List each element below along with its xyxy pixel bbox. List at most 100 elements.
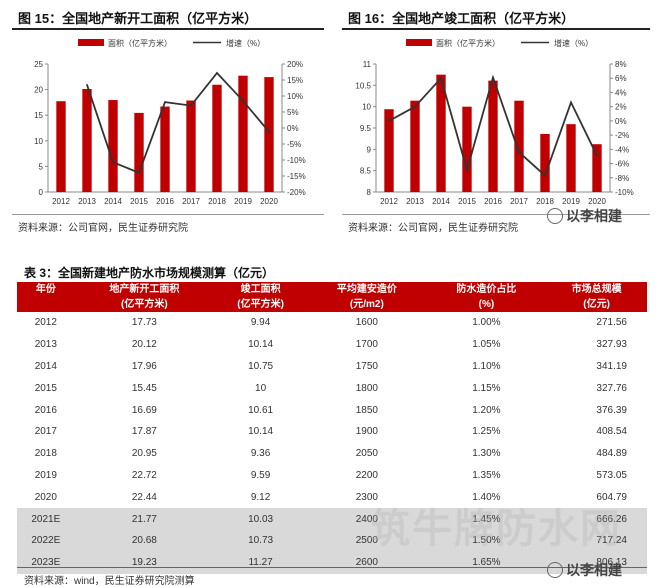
growth-point-2018 [544,174,546,177]
table-row: 2023E 19.23 11.27 2600 1.65% 806.13 [17,551,647,574]
cell-market-size: 666.26 [546,508,647,530]
y-left-tick-label: 10.5 [355,81,371,90]
growth-point-2014 [112,161,114,164]
header-new-starts-unit: (亿平方米) [74,297,215,312]
bar-2018 [212,84,222,192]
cell-market-size: 327.93 [596,339,627,351]
x-tick-label: 2020 [588,197,606,206]
growth-point-2015 [466,169,468,171]
cell-waterproof-share: 1.30% [472,448,501,460]
cell-market-size: 327.76 [596,382,627,394]
x-tick-label: 2014 [104,197,122,206]
y-right-tick-label: -20% [287,188,306,197]
figure-15-chart: 面积（亿平方米） 增速（%） 0 5 10 15 20 25 20% 15% 10% 5% 0% -5% -… [34,38,306,206]
cell-market-size: 341.19 [596,360,627,372]
legend-bar-swatch [78,39,104,46]
table-row: 2015 15.45 10 1800 1.15% 327.76 [17,377,647,399]
bar-2019 [566,124,576,192]
cell-new-starts: 16.69 [131,404,157,416]
wechat-icon [547,208,563,224]
cell-new-starts: 19.23 [74,551,215,574]
growth-point-2012 [388,120,390,122]
cell-waterproof-share: 1.45% [426,508,547,530]
growth-point-2019 [242,100,244,102]
x-tick-label: 2015 [458,197,476,206]
cell-completions: 10.61 [248,404,274,416]
header-market-size-unit: (亿元) [546,297,647,312]
cell-avg-cost: 2600 [307,551,427,574]
table-header-row-1: 年份 地产新开工面积 竣工面积 平均建安造价 防水造价占比 市场总规模 [17,282,647,297]
y-left-tick-label: 11 [363,60,372,69]
x-tick-label: 2017 [182,197,200,206]
bar-2014 [436,74,446,192]
cell-market-size: 806.13 [546,551,647,574]
header-completions-unit: (亿平方米) [214,297,308,312]
cell-avg-cost: 2200 [355,469,378,481]
cell-completions: 10.03 [214,508,308,530]
y-left-tick-label: 20 [34,86,43,95]
header-avg-cost: 平均建安造价 [307,282,427,297]
y-left-tick-label: 0 [39,188,44,197]
y-left-tick-label: 5 [39,162,44,171]
x-tick-label: 2019 [562,197,580,206]
cell-market-size: 408.54 [596,426,627,438]
cell-completions: 10.73 [214,529,308,552]
bar-2016 [160,106,170,192]
x-tick-label: 2016 [484,197,502,206]
cell-year: 2022E [17,529,75,552]
table-row: 2012 17.73 9.94 1600 1.00% 271.56 [17,312,647,334]
header-new-starts: 地产新开工面积 [74,282,215,297]
y-right-tick-label: 4% [615,88,627,97]
cell-new-starts: 22.44 [131,491,157,503]
cell-completions: 10.75 [248,360,274,372]
cell-new-starts: 17.87 [131,426,157,438]
cell-new-starts: 20.68 [74,529,215,552]
cell-year: 2018 [34,448,57,460]
cell-waterproof-share: 1.35% [472,469,501,481]
figure-16-rule [342,28,650,30]
growth-point-2020 [596,154,598,157]
figure-16-bottom-rule [342,214,650,215]
cell-waterproof-share: 1.20% [472,404,501,416]
y-right-tick-label: -4% [615,145,629,154]
cell-waterproof-share: 1.40% [472,491,501,503]
cell-market-size: 717.24 [546,529,647,552]
cell-avg-cost: 1750 [355,360,378,372]
growth-point-2017 [190,104,192,107]
bar-2013 [82,88,92,192]
figure-15-title: 图 15：全国地产新开工面积（亿平方米） [18,11,258,26]
cell-new-starts: 22.72 [131,469,157,481]
y-right-tick-label: -10% [287,156,306,165]
table-header-row-2: (亿平方米) (亿平方米) (元/m2) (%) (亿元) [17,297,647,312]
growth-point-2014 [440,77,442,80]
growth-point-2019 [570,101,572,104]
header-waterproof-share-unit: (%) [426,297,547,312]
growth-line [86,71,270,174]
site-watermark: 筑牛牌防水网 [370,507,622,551]
x-tick-label: 2019 [234,197,252,206]
figure-15-bottom-rule [12,214,324,215]
header-market-size: 市场总规模 [546,282,647,297]
table-row: 2019 22.72 9.59 2200 1.35% 573.05 [17,465,647,487]
cell-completions: 9.59 [250,469,271,481]
legend-bar-swatch [406,39,432,46]
y-right-tick-label: -5% [287,140,301,149]
y-left-tick-label: 10 [362,103,371,112]
bar-2020 [264,77,274,192]
cell-market-size: 271.56 [596,317,627,329]
growth-point-2016 [164,101,166,103]
cell-new-starts: 17.96 [131,360,157,372]
figure-16-source: 资料来源：公司官网，民生证券研究院 [348,223,518,234]
y-left-tick-label: 9.5 [360,124,372,133]
header-year: 年份 [17,282,75,297]
cell-avg-cost: 2300 [355,491,378,503]
cell-new-starts: 20.12 [131,339,157,351]
cell-year: 2019 [34,469,57,481]
x-tick-label: 2015 [130,197,148,206]
wechat-icon [547,562,563,578]
y-left-tick-label: 15 [34,111,43,120]
cell-year: 2017 [34,426,57,438]
growth-point-2013 [86,84,88,86]
cell-avg-cost: 1600 [355,317,378,329]
cell-new-starts: 17.73 [131,317,157,329]
